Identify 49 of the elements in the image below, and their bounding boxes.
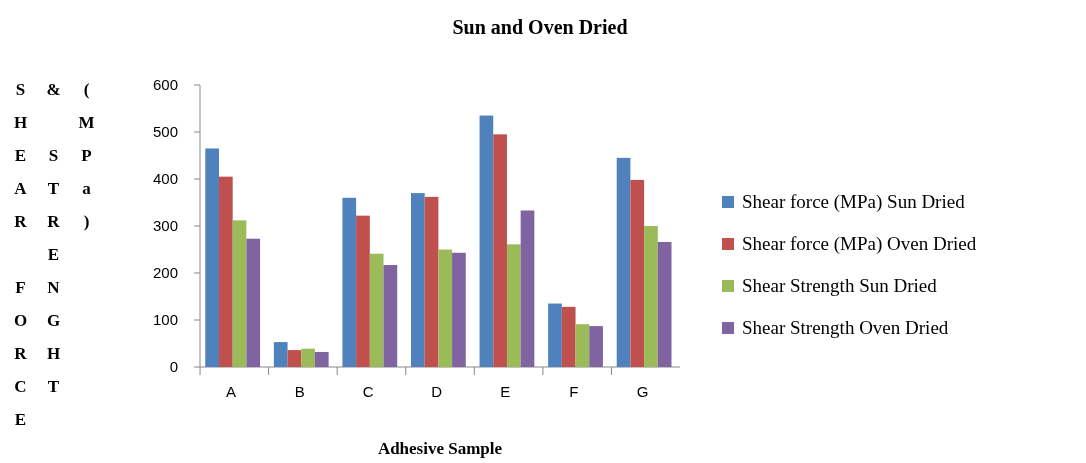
bar (246, 238, 261, 367)
bar (314, 351, 329, 367)
bar (561, 306, 576, 367)
y-tick-label: 200 (152, 264, 178, 281)
bar (548, 303, 562, 367)
bar (630, 179, 645, 367)
x-axis-title: Adhesive Sample (377, 439, 503, 458)
x-tick-label: D (431, 383, 443, 400)
y-tick-label: 300 (152, 217, 178, 234)
bar (506, 244, 521, 367)
bar (410, 193, 425, 367)
y-tick-label: 0 (169, 358, 178, 375)
bar (356, 215, 370, 367)
bar (424, 196, 439, 367)
y-axis-title: SHEAR FORCE & STRENGHT (MPa) (10, 80, 97, 445)
bar (452, 252, 466, 367)
bar (438, 249, 453, 367)
y-tick-label: 100 (152, 311, 178, 328)
bar (644, 226, 658, 367)
bar (479, 115, 494, 367)
legend-label: Shear force (MPa) Oven Dried (742, 233, 977, 255)
legend-label: Shear Strength Sun Dried (742, 275, 938, 296)
legend-label: Shear Strength Oven Dried (742, 317, 949, 338)
legend-label: Shear force (MPa) Sun Dried (742, 191, 966, 213)
bar (301, 348, 315, 367)
bar (575, 324, 590, 367)
x-tick-label: E (500, 383, 511, 400)
bar (273, 342, 288, 367)
bar (232, 220, 247, 367)
bar (493, 134, 507, 367)
bar (369, 253, 384, 367)
y-tick-label: 500 (152, 123, 178, 140)
bar (383, 265, 398, 367)
bar (218, 176, 233, 367)
x-tick-label: F (569, 383, 579, 400)
bar (342, 197, 357, 367)
x-tick-label: C (362, 383, 374, 400)
bar (287, 350, 302, 367)
bar (589, 326, 603, 367)
y-tick-label: 400 (152, 170, 178, 187)
bar (205, 148, 219, 367)
chart-title: Sun and Oven Dried (452, 16, 628, 38)
x-tick-label: A (226, 383, 237, 400)
bar (616, 157, 631, 367)
y-tick-label: 600 (152, 76, 178, 93)
bar (657, 241, 672, 367)
bar (520, 210, 535, 367)
x-tick-label: G (636, 383, 649, 400)
x-tick-label: B (294, 383, 305, 400)
